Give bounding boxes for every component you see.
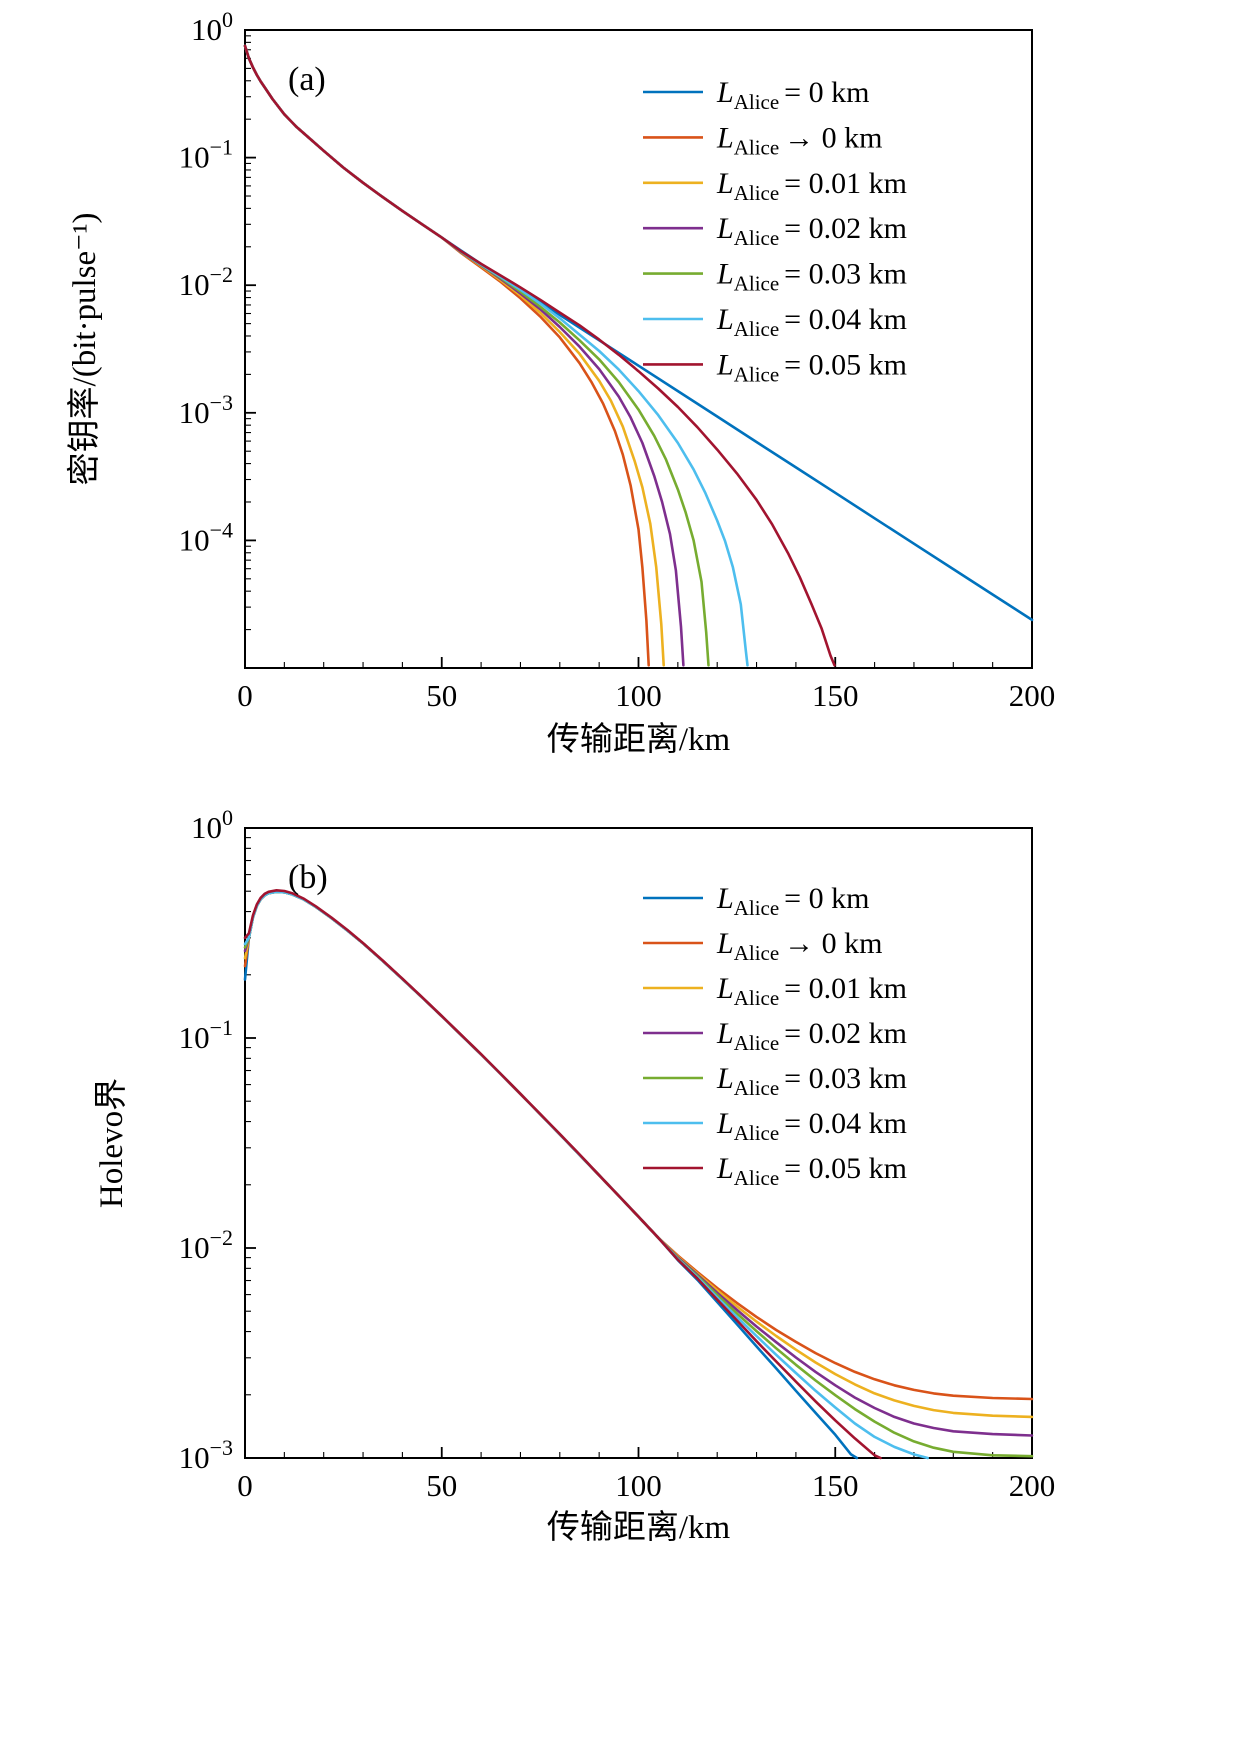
legend-label-4: LAlice = 0.03 km — [716, 258, 907, 296]
series-line-5 — [243, 44, 749, 667]
series-line-1 — [243, 890, 1034, 1401]
series-line-2 — [243, 44, 665, 667]
y-tick-label: 10−1 — [179, 1015, 233, 1055]
legend-label-1: LAlice → 0 km — [716, 927, 883, 965]
x-tick-label: 0 — [237, 1468, 253, 1503]
y-tick-label: 10−1 — [179, 135, 233, 175]
y-tick-label: 100 — [191, 805, 233, 845]
legend-label-3: LAlice = 0.02 km — [716, 1017, 907, 1055]
series-line-6 — [243, 889, 882, 1460]
x-tick-label: 100 — [615, 678, 662, 713]
legend-label-0: LAlice = 0 km — [716, 882, 869, 920]
x-tick-label: 100 — [615, 1468, 662, 1503]
legend-label-0: LAlice = 0 km — [716, 76, 869, 114]
x-tick-label: 0 — [237, 678, 253, 713]
chart-a: 0 50 100 150 200 100 10−1 10−2 10−3 10−4 LAlice = 0… — [66, 7, 1055, 758]
panel-label: (a) — [288, 61, 326, 98]
x-tick-label: 50 — [426, 1468, 457, 1503]
legend-label-1: LAlice → 0 km — [716, 121, 883, 159]
legend-label-2: LAlice = 0.01 km — [716, 972, 907, 1010]
plot-frame — [244, 29, 1033, 669]
x-tick-label: 200 — [1009, 1468, 1056, 1503]
chart-b: 0 50 100 150 200 100 10−1 10−2 10−3 LAlice = 0 km L… — [94, 805, 1055, 1546]
y-tick-label: 10−2 — [179, 1225, 233, 1265]
legend-label-6: LAlice = 0.05 km — [716, 1152, 907, 1190]
x-tick-label: 50 — [426, 678, 457, 713]
y-tick-label: 10−3 — [179, 390, 233, 430]
legend-label-4: LAlice = 0.03 km — [716, 1062, 907, 1100]
y-tick-label: 10−3 — [179, 1435, 233, 1475]
series-line-3 — [243, 890, 1034, 1437]
panel-label: (b) — [288, 859, 328, 896]
legend-label-5: LAlice = 0.04 km — [716, 303, 907, 341]
plot-frame — [244, 827, 1033, 1459]
x-tick-label: 200 — [1009, 678, 1056, 713]
x-tick-label: 150 — [812, 678, 859, 713]
series-line-6 — [243, 44, 836, 667]
y-tick-label: 100 — [191, 7, 233, 47]
x-axis-label: 传输距离/km — [547, 1509, 731, 1546]
legend-label-6: LAlice = 0.05 km — [716, 348, 907, 386]
y-tick-label: 10−4 — [179, 517, 233, 557]
series-line-4 — [243, 890, 1034, 1458]
y-axis-label: 密钥率/(bit·pulse⁻¹) — [66, 213, 103, 486]
series-line-2 — [243, 890, 1034, 1419]
series-line-4 — [243, 44, 710, 667]
legend-label-3: LAlice = 0.02 km — [716, 212, 907, 250]
legend-label-2: LAlice = 0.01 km — [716, 167, 907, 205]
x-tick-label: 150 — [812, 1468, 859, 1503]
y-axis-label: Holevo界 — [94, 1078, 130, 1208]
legend-label-5: LAlice = 0.04 km — [716, 1107, 907, 1145]
y-tick-label: 10−2 — [179, 262, 233, 302]
x-axis-label: 传输距离/km — [547, 721, 731, 758]
